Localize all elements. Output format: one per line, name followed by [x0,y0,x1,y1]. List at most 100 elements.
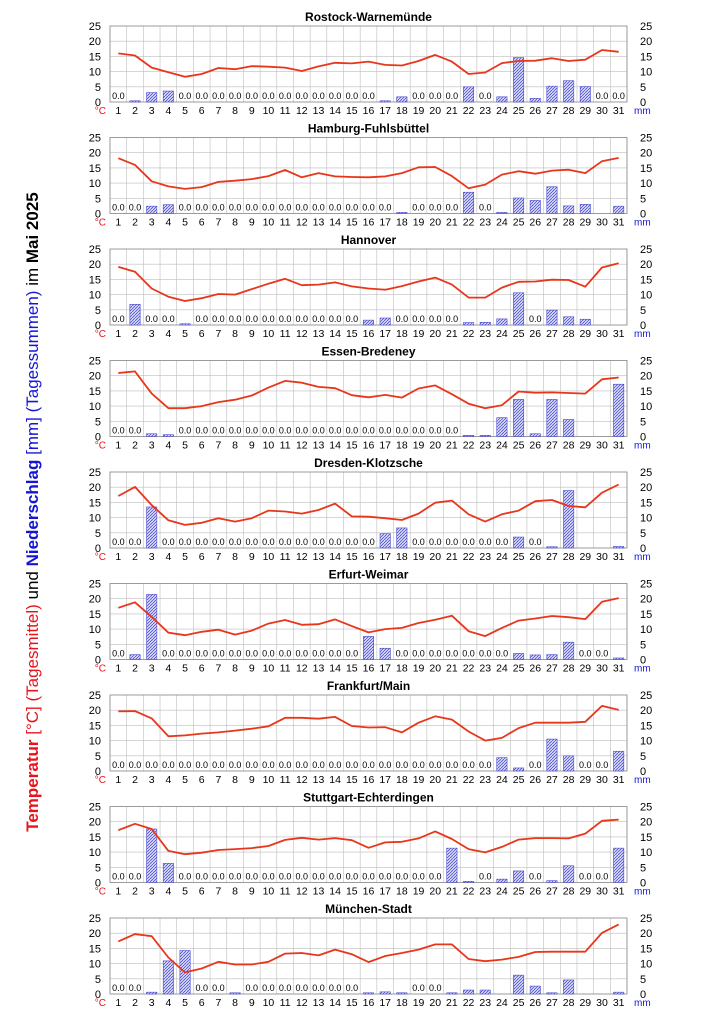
precip-bar [513,292,525,326]
y-tick-left: 25 [89,21,101,33]
x-tick-label: 15 [346,105,358,117]
x-tick-label: 30 [596,774,608,786]
precip-zero-label: 0.0 [329,203,342,213]
precip-bar [613,657,625,660]
x-tick-label: 10 [263,551,275,563]
x-tick-label: 27 [546,551,558,563]
precip-bar [513,767,525,772]
precip-bar [563,490,575,549]
x-tick-label: 28 [563,886,575,898]
precip-bar [463,880,475,883]
x-tick-label: 7 [215,105,221,117]
precip-bar [146,205,158,214]
precip-bar [479,321,491,326]
precip-bar [546,992,558,995]
x-tick-label: 4 [165,997,171,1009]
x-tick-label: 29 [579,997,591,1009]
precip-zero-label: 0.0 [329,760,342,770]
x-tick-label: 15 [346,886,358,898]
y-tick-left: 0 [95,543,101,555]
y-tick-right: 10 [640,624,652,636]
x-tick-label: 9 [249,663,255,675]
precip-bar [379,991,391,995]
chart-title: Dresden-Klotzsche [314,456,423,470]
x-tick-label: 23 [479,774,491,786]
y-tick-left: 10 [89,624,101,636]
temperature-line [118,370,619,410]
x-tick-label: 2 [132,551,138,563]
x-tick-label: 9 [249,328,255,340]
x-tick-label: 4 [165,328,171,340]
x-tick-label: 6 [199,217,205,229]
precip-zero-label: 0.0 [529,314,542,324]
precip-bar [513,653,525,660]
x-tick-label: 25 [513,886,525,898]
precip-zero-label: 0.0 [362,426,375,436]
precip-zero-label: 0.0 [412,537,425,547]
y-tick-right: 25 [640,133,652,145]
y-tick-left: 5 [95,862,101,874]
x-tick-label: 8 [232,774,238,786]
precip-zero-label: 0.0 [296,203,309,213]
x-tick-label: 17 [379,328,391,340]
x-tick-label: 21 [446,440,458,452]
y-tick-right: 20 [640,259,652,271]
x-tick-label: 27 [546,997,558,1009]
x-tick-label: 9 [249,997,255,1009]
y-tick-left: 5 [95,82,101,94]
x-tick-label: 8 [232,886,238,898]
y-tick-right: 25 [640,690,652,702]
x-tick-label: 25 [513,328,525,340]
plot-frame [109,471,628,549]
precip-zero-label: 0.0 [262,760,275,770]
x-tick-label: 18 [396,663,408,675]
precip-zero-label: 0.0 [246,537,259,547]
precip-zero-label: 0.0 [446,649,459,659]
precip-zero-label: 0.0 [462,537,475,547]
x-tick-label: 6 [199,440,205,452]
precip-zero-label: 0.0 [296,91,309,101]
x-tick-label: 4 [165,551,171,563]
precip-bar [496,757,508,772]
unit-celsius: °C [95,998,106,1009]
precip-zero-label: 0.0 [229,760,242,770]
precip-zero-label: 0.0 [195,203,208,213]
y-tick-left: 0 [95,320,101,332]
precip-zero-label: 0.0 [412,203,425,213]
x-tick-label: 4 [165,217,171,229]
precip-bar [563,979,575,995]
precip-zero-label: 0.0 [246,426,259,436]
precip-zero-label: 0.0 [412,314,425,324]
unit-mm: mm [634,664,651,675]
precip-bar [396,96,408,103]
precip-bar [146,433,158,437]
x-tick-label: 4 [165,774,171,786]
x-tick-label: 31 [613,217,625,229]
y-tick-right: 0 [640,432,646,444]
y-tick-right: 10 [640,959,652,971]
precip-bar [579,318,591,326]
y-tick-right: 5 [640,974,646,986]
x-tick-label: 5 [182,440,188,452]
precip-zero-label: 0.0 [396,649,409,659]
x-tick-label: 16 [363,217,375,229]
precip-zero-label: 0.0 [329,649,342,659]
y-tick-left: 10 [89,401,101,413]
y-tick-right: 0 [640,766,646,778]
x-tick-label: 2 [132,997,138,1009]
precip-zero-label: 0.0 [329,983,342,993]
x-tick-label: 19 [413,440,425,452]
x-tick-label: 9 [249,774,255,786]
x-tick-label: 30 [596,663,608,675]
y-tick-left: 5 [95,751,101,763]
x-tick-label: 18 [396,105,408,117]
x-tick-label: 27 [546,440,558,452]
x-tick-label: 20 [429,997,441,1009]
y-tick-left: 5 [95,639,101,651]
precip-zero-label: 0.0 [479,91,492,101]
x-tick-label: 23 [479,328,491,340]
unit-celsius: °C [95,441,106,452]
temperature-line [118,597,619,637]
precip-bar [379,317,391,326]
